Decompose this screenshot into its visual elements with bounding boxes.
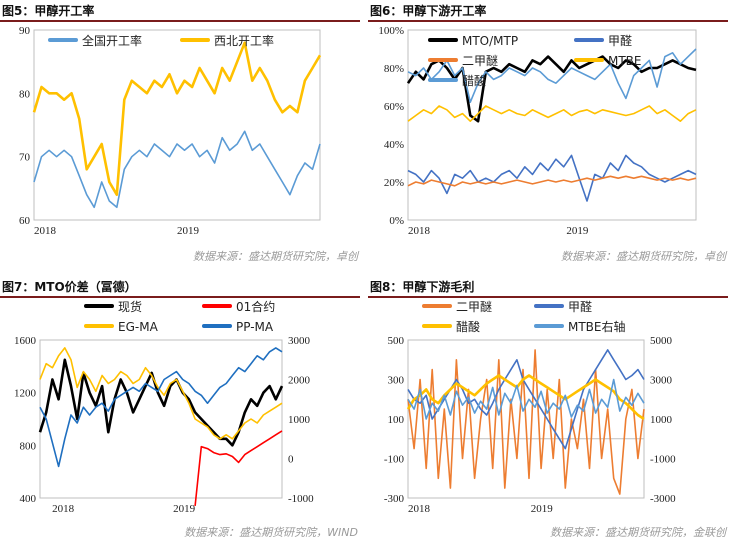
- legend-label: MTBE: [608, 54, 642, 68]
- legend-label: MTBE右轴: [568, 319, 626, 334]
- x-tick-label: 2019: [173, 503, 196, 515]
- legend-label: 西北开工率: [214, 33, 274, 48]
- y2-tick-label: -1000: [650, 454, 676, 466]
- chart-panel-5: 图5：甲醇开工率 60 70 80 90 2018 2019 全国开工率 西北开工率 数据来源…: [0, 0, 360, 270]
- series-line: [407, 48, 697, 103]
- y2-tick-label: 1000: [650, 414, 673, 426]
- y-tick-label: 800: [20, 440, 37, 452]
- plot-frame: [407, 29, 697, 221]
- y2-tick-label: 5000: [650, 335, 673, 347]
- x-tick-label: 2018: [408, 225, 431, 237]
- x-tick-label: 2018: [34, 225, 57, 237]
- data-source-note: 数据来源：盛达期货研究院，卓创: [561, 250, 726, 263]
- chart-panel-6: 图6：甲醇下游开工率 0% 20% 40% 60% 80% 100% 2018 2019 MTO…: [368, 0, 728, 270]
- y2-tick-label: 0: [288, 454, 294, 466]
- y-tick-label: 1600: [14, 335, 37, 347]
- y-tick-label: 80%: [384, 63, 404, 75]
- legend-label: 现货: [118, 299, 142, 314]
- title-divider: [368, 20, 728, 22]
- series-line: [407, 378, 645, 420]
- series-line: [194, 430, 283, 506]
- data-source-note: 数据来源：盛达期货研究院，金联创: [550, 526, 726, 539]
- y-tick-label: 40%: [384, 139, 404, 151]
- y2-tick-label: 1000: [288, 414, 311, 426]
- series-line: [33, 130, 321, 209]
- series-line: [406, 374, 645, 421]
- dual-axis-line-chart-plot: 400 800 1200 1600 -1000 0 1000 2000 3000 2018 2019…: [14, 299, 314, 515]
- chart-panel-7: 图7：MTO价差（冨德） 400 800 1200 1600 -1000 0 1000 200…: [0, 276, 360, 546]
- y-tick-label: 300: [388, 375, 405, 387]
- y-tick-label: -100: [384, 454, 405, 466]
- line-chart-plot: 60 70 80 90 2018 2019 全国开工率 西北开工率: [19, 25, 322, 237]
- y-tick-label: 1200: [14, 388, 37, 400]
- legend-label: MTO/MTP: [462, 34, 518, 48]
- title-divider: [0, 296, 360, 298]
- data-source-note: 数据来源：盛达期货研究院，卓创: [193, 250, 358, 263]
- legend-label: 醋酸: [462, 73, 486, 88]
- y2-tick-label: 2000: [288, 375, 311, 387]
- series-line: [39, 347, 283, 440]
- series-line: [39, 347, 283, 468]
- y-tick-label: 0%: [389, 215, 404, 227]
- chart-title: 图7：MTO价差（冨德）: [2, 280, 137, 294]
- series-line: [406, 55, 697, 123]
- x-tick-label: 2019: [531, 503, 554, 515]
- chart-title: 图5：甲醇开工率: [2, 4, 95, 18]
- plot-frame: [39, 339, 283, 499]
- y-tick-label: 100%: [378, 25, 404, 37]
- y-tick-label: 500: [388, 335, 405, 347]
- series-line: [38, 358, 284, 447]
- x-tick-label: 2019: [566, 225, 589, 237]
- series-line: [407, 349, 645, 495]
- y-tick-label: 70: [19, 152, 31, 164]
- x-tick-label: 2018: [52, 503, 75, 515]
- legend-label: 全国开工率: [82, 33, 142, 48]
- y2-tick-label: -3000: [650, 493, 676, 505]
- series-line: [407, 154, 697, 202]
- legend-label: 01合约: [236, 299, 275, 314]
- y2-tick-label: 3000: [288, 335, 311, 347]
- x-tick-label: 2018: [408, 503, 431, 515]
- y-tick-label: 90: [19, 25, 31, 37]
- chart-title: 图6：甲醇下游开工率: [370, 4, 487, 18]
- dual-axis-line-chart-plot: -300 -100 100 300 500 -3000 -1000 1000 3000 5000 2…: [384, 299, 676, 515]
- y-tick-label: 20%: [384, 177, 404, 189]
- y-tick-label: -300: [384, 493, 405, 505]
- legend-label: 甲醛: [568, 299, 592, 314]
- series-line: [32, 41, 322, 196]
- series-line: [407, 349, 645, 450]
- title-divider: [368, 296, 728, 298]
- legend-label: 二甲醚: [462, 54, 498, 68]
- title-divider: [0, 20, 360, 22]
- legend-label: EG-MA: [118, 320, 159, 334]
- y-tick-label: 400: [20, 493, 37, 505]
- y-tick-label: 60%: [384, 101, 404, 113]
- legend-label: 二甲醚: [456, 300, 492, 314]
- y2-tick-label: 3000: [650, 375, 673, 387]
- data-source-note: 数据来源：盛达期货研究院，WIND: [184, 526, 358, 539]
- y-tick-label: 80: [19, 88, 31, 100]
- chart-panel-8: 图8：甲醇下游毛利 -300 -100 100 300 500 -3000 -1000 100…: [368, 276, 728, 546]
- chart-title: 图8：甲醇下游毛利: [370, 280, 475, 294]
- plot-frame: [33, 29, 321, 221]
- legend-label: 醋酸: [456, 319, 480, 334]
- x-tick-label: 2019: [177, 225, 200, 237]
- series-line: [407, 105, 697, 122]
- y-tick-label: 60: [19, 215, 31, 227]
- y-tick-label: 100: [388, 414, 405, 426]
- series-line: [407, 175, 697, 187]
- legend-label: PP-MA: [236, 320, 274, 334]
- legend-label: 甲醛: [608, 33, 632, 48]
- y2-tick-label: -1000: [288, 493, 314, 505]
